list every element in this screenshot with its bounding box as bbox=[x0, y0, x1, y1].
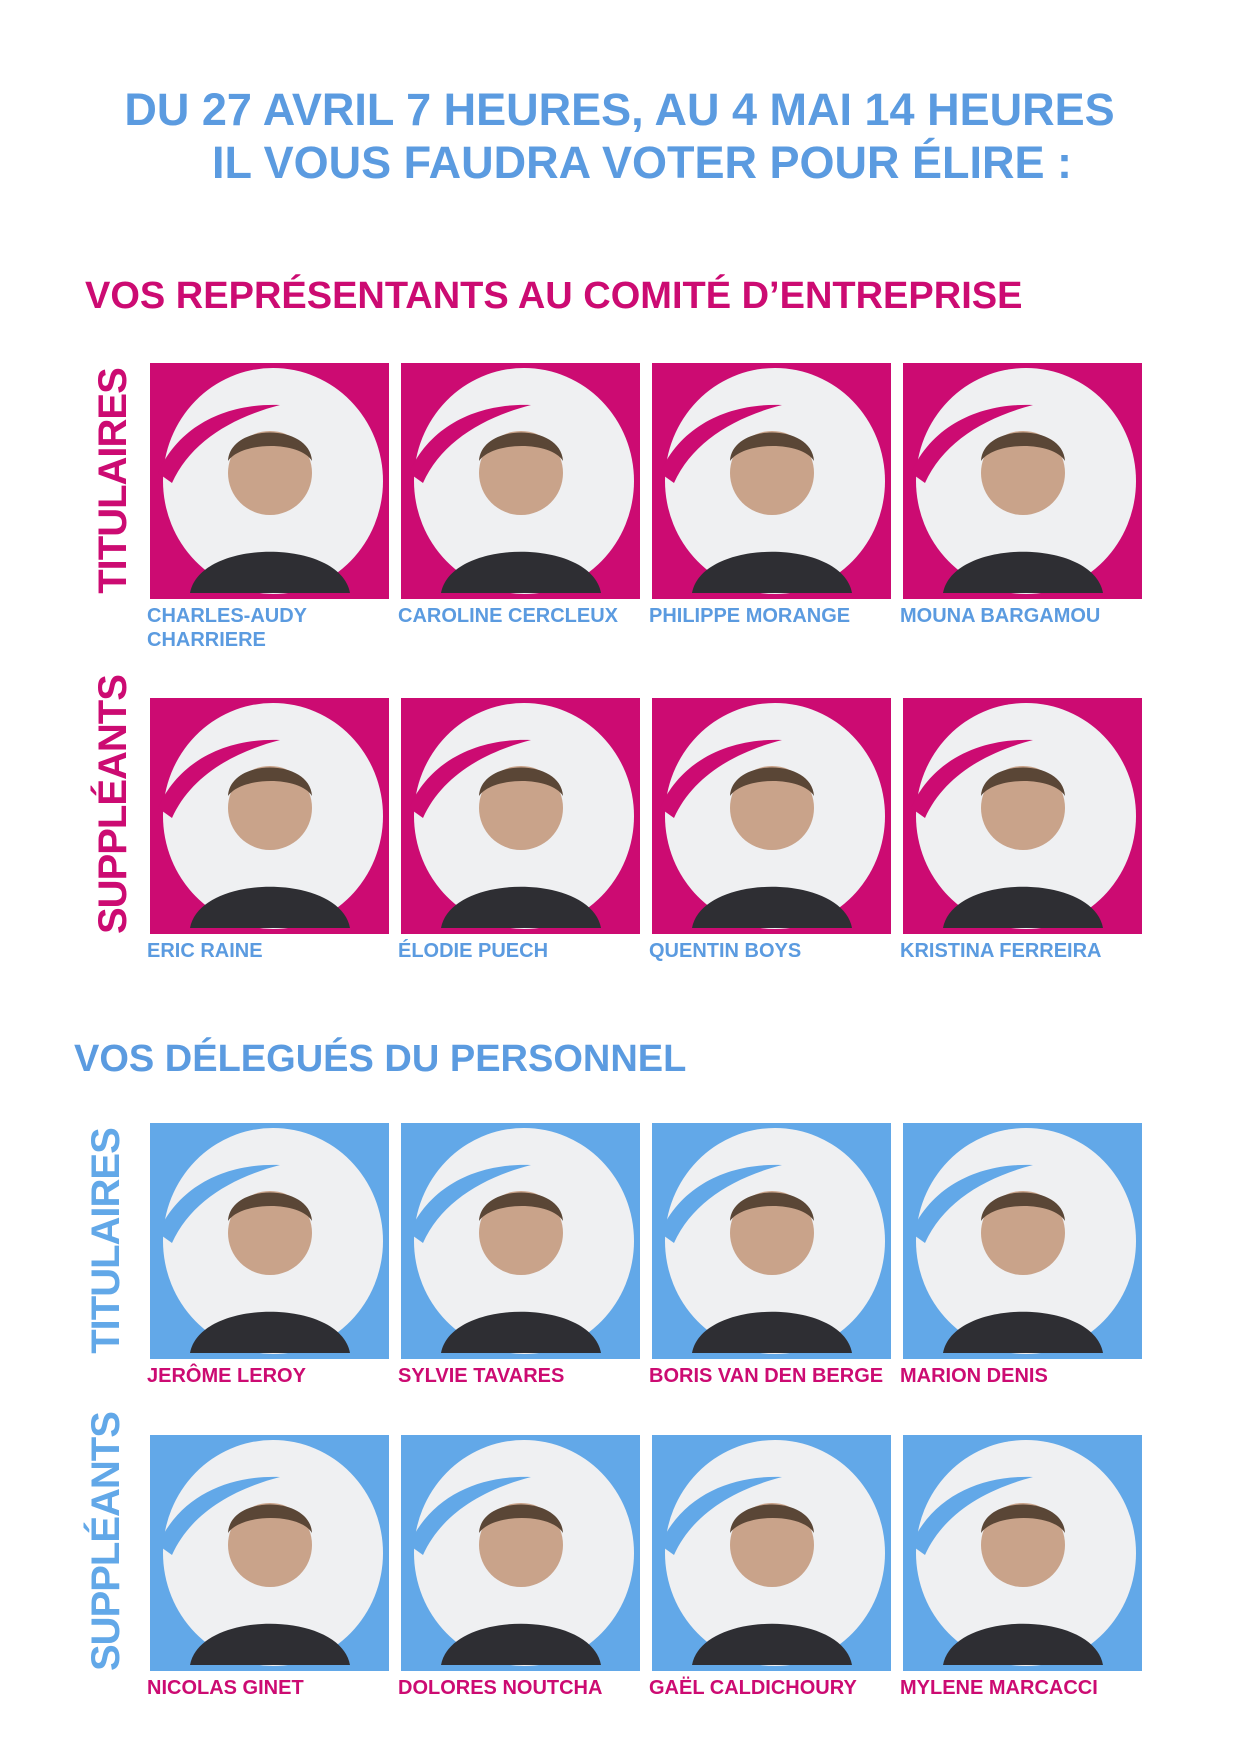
candidate-name: CAROLINE CERCLEUX bbox=[398, 605, 619, 627]
candidate-name: ERIC RAINE bbox=[147, 940, 263, 962]
candidate-name: SYLVIE TAVARES bbox=[398, 1365, 565, 1387]
candidate-name: NICOLAS GINET bbox=[147, 1677, 304, 1699]
portrait-image bbox=[401, 1123, 640, 1359]
portrait-image bbox=[903, 1435, 1142, 1671]
section-title: VOS REPRÉSENTANTS AU COMITÉ D’ENTREPRISE bbox=[85, 275, 1023, 317]
candidate-name: CHARLES-AUDY CHARRIERE bbox=[147, 605, 307, 651]
portrait-image bbox=[401, 698, 640, 934]
portrait-image bbox=[652, 1435, 891, 1671]
group-label: TITULAIRES bbox=[91, 368, 135, 594]
candidate-name: ÉLODIE PUECH bbox=[398, 940, 549, 962]
candidate-photo bbox=[903, 1435, 1142, 1671]
group-label: SUPPLÉANTS bbox=[91, 675, 135, 934]
portrait-image bbox=[150, 1123, 389, 1359]
portrait-image bbox=[401, 363, 640, 599]
portrait-image bbox=[903, 363, 1142, 599]
group-label: TITULAIRES bbox=[84, 1128, 128, 1354]
title-line-2: IL VOUS FAUDRA VOTER POUR ÉLIRE : bbox=[211, 137, 1073, 188]
candidate-photo bbox=[150, 363, 389, 599]
portrait-image bbox=[652, 1123, 891, 1359]
portrait-image bbox=[903, 698, 1142, 934]
section-title: VOS DÉLEGUÉS DU PERSONNEL bbox=[74, 1038, 687, 1080]
candidate-name: JERÔME LEROY bbox=[147, 1365, 306, 1387]
candidate-name: BORIS VAN DEN BERGE bbox=[649, 1365, 884, 1387]
candidate-photo bbox=[652, 1123, 891, 1359]
candidate-name: KRISTINA FERREIRA bbox=[900, 940, 1102, 962]
candidate-photo bbox=[903, 698, 1142, 934]
candidate-photo bbox=[903, 363, 1142, 599]
portrait-image bbox=[401, 1435, 640, 1671]
title-line-1: DU 27 AVRIL 7 HEURES, AU 4 MAI 14 HEURES bbox=[124, 84, 1115, 135]
portrait-image bbox=[150, 363, 389, 599]
candidate-name: QUENTIN BOYS bbox=[649, 940, 802, 962]
portrait-image bbox=[903, 1123, 1142, 1359]
candidate-name: GAËL CALDICHOURY bbox=[649, 1677, 857, 1699]
candidate-name: MARION DENIS bbox=[900, 1365, 1048, 1387]
candidate-photo bbox=[401, 1435, 640, 1671]
portrait-image bbox=[652, 698, 891, 934]
candidate-name: DOLORES NOUTCHA bbox=[398, 1677, 603, 1699]
candidate-photo bbox=[903, 1123, 1142, 1359]
candidate-photo bbox=[652, 1435, 891, 1671]
candidate-name: MOUNA BARGAMOU bbox=[900, 605, 1101, 627]
candidate-photo bbox=[150, 698, 389, 934]
candidate-photo bbox=[652, 698, 891, 934]
candidate-name: PHILIPPE MORANGE bbox=[649, 605, 851, 627]
portrait-image bbox=[652, 363, 891, 599]
candidate-name: MYLENE MARCACCI bbox=[900, 1677, 1098, 1699]
portrait-image bbox=[150, 698, 389, 934]
candidate-photo bbox=[401, 1123, 640, 1359]
candidate-photo bbox=[150, 1123, 389, 1359]
candidate-photo bbox=[401, 698, 640, 934]
candidate-photo bbox=[652, 363, 891, 599]
group-label: SUPPLÉANTS bbox=[84, 1412, 128, 1671]
portrait-image bbox=[150, 1435, 389, 1671]
candidate-photo bbox=[150, 1435, 389, 1671]
candidate-photo bbox=[401, 363, 640, 599]
